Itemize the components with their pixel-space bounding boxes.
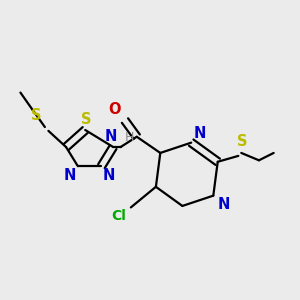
Text: O: O	[108, 102, 121, 117]
Text: N: N	[105, 128, 117, 143]
Text: N: N	[103, 168, 115, 183]
Text: H: H	[125, 130, 134, 143]
Text: N: N	[63, 168, 76, 183]
Text: Cl: Cl	[111, 209, 126, 224]
Text: S: S	[238, 134, 248, 148]
Text: N: N	[217, 197, 230, 212]
Text: S: S	[81, 112, 91, 127]
Text: S: S	[32, 109, 42, 124]
Text: N: N	[194, 126, 206, 141]
